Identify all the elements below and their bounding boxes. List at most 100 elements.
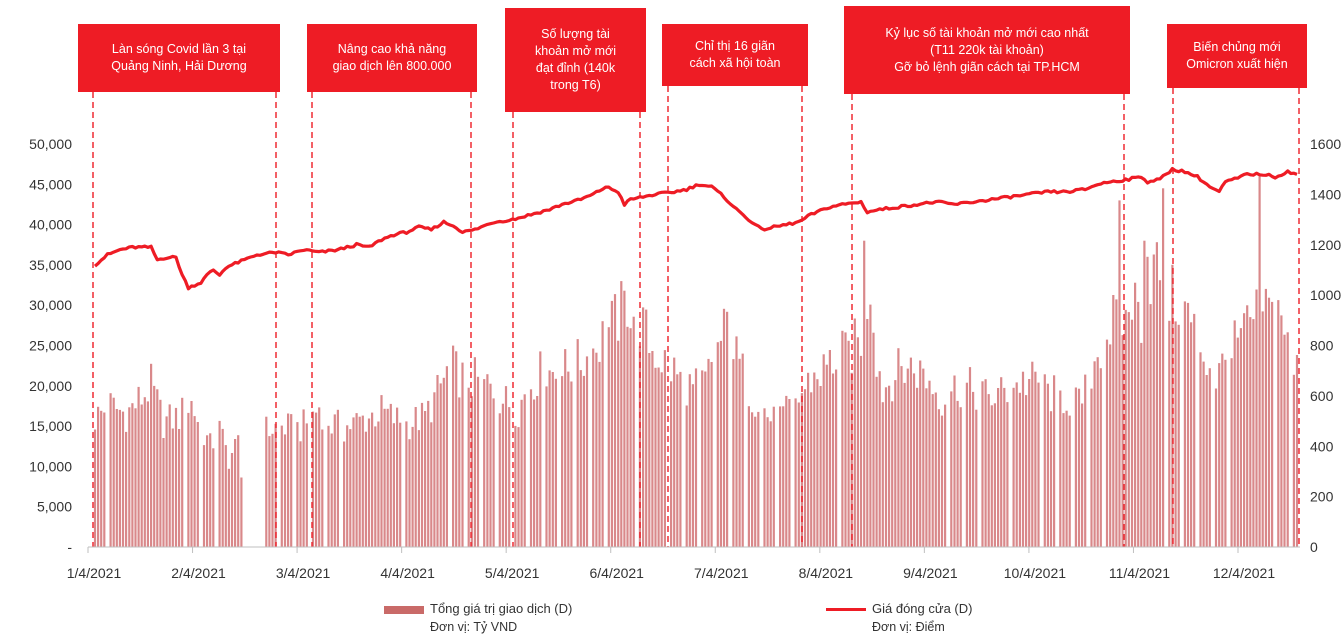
bar: [280, 425, 283, 547]
bar: [190, 401, 193, 547]
bar: [866, 319, 869, 547]
bar: [660, 372, 663, 547]
bar: [315, 412, 318, 547]
bar: [405, 421, 408, 547]
bar: [240, 477, 243, 547]
bar: [651, 351, 654, 547]
bar: [442, 377, 445, 547]
bar: [579, 370, 582, 547]
bar: [1177, 324, 1180, 547]
bar: [1046, 383, 1049, 547]
bar: [968, 367, 972, 547]
y-right-tick-label: 1400: [1310, 186, 1341, 202]
bar: [1059, 390, 1062, 547]
bar: [178, 429, 181, 547]
y-left-tick-label: -: [67, 539, 72, 555]
bar: [427, 400, 430, 547]
bar: [1093, 361, 1096, 547]
bar: [763, 408, 766, 547]
bar: [1105, 339, 1109, 547]
bar: [757, 411, 760, 547]
bar: [202, 445, 206, 547]
legend-label-line: Giá đóng cửa (D): [872, 601, 973, 616]
bar: [872, 332, 875, 547]
bar: [576, 339, 579, 547]
bar: [554, 378, 557, 547]
bar: [916, 387, 919, 547]
bar: [956, 400, 959, 547]
bar: [458, 397, 461, 547]
bar: [673, 357, 676, 547]
bar: [343, 441, 346, 547]
y-left-tick-label: 35,000: [29, 257, 72, 273]
bar: [206, 435, 209, 547]
bar: [950, 391, 953, 547]
legend-label-bar: Tổng giá trị giao dịch (D): [430, 601, 573, 616]
bar: [411, 426, 414, 547]
bar: [1162, 188, 1165, 548]
bar: [131, 403, 134, 547]
bar: [523, 394, 526, 547]
event-box: Kỷ lục số tài khoản mở mới cao nhất (T11…: [844, 6, 1130, 94]
bar: [1134, 282, 1137, 547]
bar: [1271, 301, 1274, 547]
bar: [722, 308, 726, 547]
bar: [520, 399, 523, 547]
bar: [536, 396, 539, 547]
bar: [747, 406, 750, 547]
bar: [109, 393, 112, 547]
bar: [953, 375, 956, 547]
bar: [732, 359, 735, 547]
bar: [1124, 309, 1127, 547]
x-tick-label: 9/4/2021: [903, 565, 958, 581]
bar: [137, 386, 140, 547]
bar: [990, 405, 993, 547]
bar: [445, 366, 448, 547]
bar: [694, 368, 698, 547]
bar: [997, 388, 1000, 547]
bar: [361, 415, 364, 547]
bar: [1053, 375, 1056, 547]
bar: [891, 401, 894, 547]
x-tick-label: 8/4/2021: [799, 565, 854, 581]
bar: [504, 386, 508, 547]
bar: [822, 354, 825, 547]
bar: [1143, 240, 1146, 547]
x-tick-label: 12/4/2021: [1213, 565, 1275, 581]
bar: [159, 399, 162, 547]
bar: [626, 326, 629, 547]
bar: [234, 439, 237, 547]
bar: [396, 407, 399, 547]
bar: [564, 349, 567, 547]
bar: [221, 428, 224, 547]
bar: [100, 410, 103, 547]
bar: [508, 407, 511, 547]
bar: [386, 408, 389, 547]
bar: [766, 417, 769, 547]
y-right-tick-label: 400: [1310, 438, 1334, 454]
bar: [620, 281, 623, 547]
bar: [467, 387, 470, 547]
bar: [1258, 176, 1261, 547]
bar: [346, 425, 349, 547]
bar: [529, 389, 533, 547]
bar: [1034, 371, 1037, 547]
bar: [367, 418, 371, 547]
bar: [1018, 392, 1021, 547]
bar: [1121, 335, 1124, 547]
bar: [707, 358, 710, 547]
bar: [476, 376, 480, 547]
bar: [283, 434, 287, 547]
bar: [987, 394, 990, 547]
bar: [831, 373, 835, 547]
bar: [1012, 387, 1015, 547]
bar: [1031, 361, 1034, 547]
bar: [816, 379, 819, 547]
bar: [595, 352, 598, 547]
bar: [567, 371, 570, 547]
bar: [944, 404, 947, 547]
legend-item-bar: Tổng giá trị giao dịch (D) Đơn vị: Tỷ VN…: [384, 600, 572, 636]
bar: [193, 416, 196, 547]
